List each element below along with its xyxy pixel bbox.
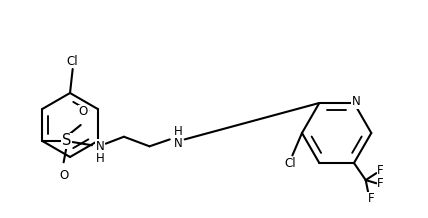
Text: Cl: Cl: [284, 157, 296, 170]
Text: Cl: Cl: [67, 54, 78, 68]
Text: O: O: [79, 105, 88, 118]
Text: S: S: [62, 133, 71, 148]
Text: H: H: [174, 125, 183, 138]
Text: N: N: [174, 137, 183, 150]
Text: F: F: [368, 192, 374, 205]
Text: H: H: [96, 152, 105, 165]
Text: N: N: [96, 140, 105, 153]
Text: F: F: [377, 164, 384, 177]
Text: O: O: [59, 169, 68, 182]
Text: N: N: [352, 95, 360, 108]
Text: F: F: [377, 177, 384, 190]
